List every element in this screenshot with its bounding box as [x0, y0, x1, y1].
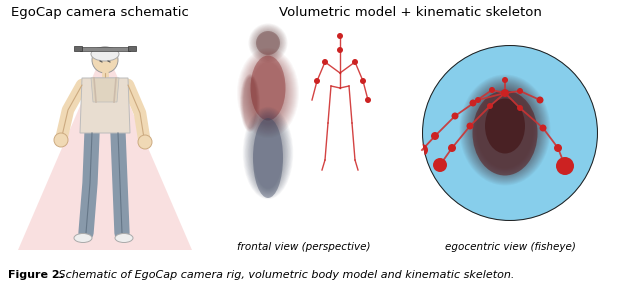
Circle shape — [337, 47, 343, 53]
Ellipse shape — [472, 90, 538, 175]
Text: Schematic of EgoCap camera rig, volumetric body model and kinematic skeleton.: Schematic of EgoCap camera rig, volumetr… — [55, 270, 515, 280]
Circle shape — [337, 33, 343, 39]
Circle shape — [540, 124, 547, 132]
Circle shape — [325, 120, 331, 126]
Circle shape — [467, 122, 474, 130]
Circle shape — [365, 97, 371, 103]
Text: Volumetric model + kinematic skeleton: Volumetric model + kinematic skeleton — [278, 6, 541, 19]
Circle shape — [431, 132, 439, 140]
Circle shape — [501, 89, 509, 97]
Circle shape — [349, 120, 355, 126]
Circle shape — [54, 133, 68, 147]
Circle shape — [92, 47, 118, 73]
Ellipse shape — [115, 234, 133, 242]
Polygon shape — [18, 48, 192, 250]
Circle shape — [451, 113, 458, 120]
Circle shape — [328, 83, 334, 89]
Bar — [80, 47, 130, 51]
Ellipse shape — [253, 118, 283, 198]
Circle shape — [416, 144, 428, 156]
Circle shape — [352, 157, 358, 163]
Circle shape — [489, 87, 495, 93]
Bar — [74, 46, 82, 51]
Circle shape — [309, 97, 315, 103]
Circle shape — [487, 103, 493, 109]
Text: frontal view (perspective): frontal view (perspective) — [237, 242, 371, 252]
Circle shape — [360, 78, 366, 84]
Circle shape — [554, 144, 562, 152]
Ellipse shape — [74, 234, 92, 242]
Circle shape — [556, 157, 574, 175]
Polygon shape — [88, 78, 122, 103]
Circle shape — [352, 59, 358, 65]
Circle shape — [346, 83, 352, 89]
Circle shape — [422, 45, 598, 221]
Circle shape — [433, 158, 447, 172]
Circle shape — [319, 167, 325, 173]
Circle shape — [517, 105, 523, 111]
Circle shape — [517, 88, 523, 94]
Circle shape — [355, 167, 361, 173]
Polygon shape — [91, 78, 119, 102]
Circle shape — [322, 157, 328, 163]
Circle shape — [470, 99, 477, 107]
Bar — [128, 46, 136, 51]
Circle shape — [448, 144, 456, 152]
Circle shape — [536, 96, 543, 103]
Circle shape — [314, 78, 320, 84]
Circle shape — [138, 135, 152, 149]
Circle shape — [322, 59, 328, 65]
Text: egocentric view (fisheye): egocentric view (fisheye) — [445, 242, 575, 252]
Text: Figure 2.: Figure 2. — [8, 270, 64, 280]
Circle shape — [337, 85, 343, 91]
Ellipse shape — [485, 98, 525, 154]
Circle shape — [502, 77, 508, 83]
Circle shape — [256, 31, 280, 55]
Ellipse shape — [91, 47, 119, 61]
Circle shape — [475, 97, 481, 103]
Circle shape — [337, 70, 343, 76]
Text: EgoCap camera schematic: EgoCap camera schematic — [11, 6, 189, 19]
Ellipse shape — [250, 56, 285, 120]
Polygon shape — [80, 78, 130, 133]
